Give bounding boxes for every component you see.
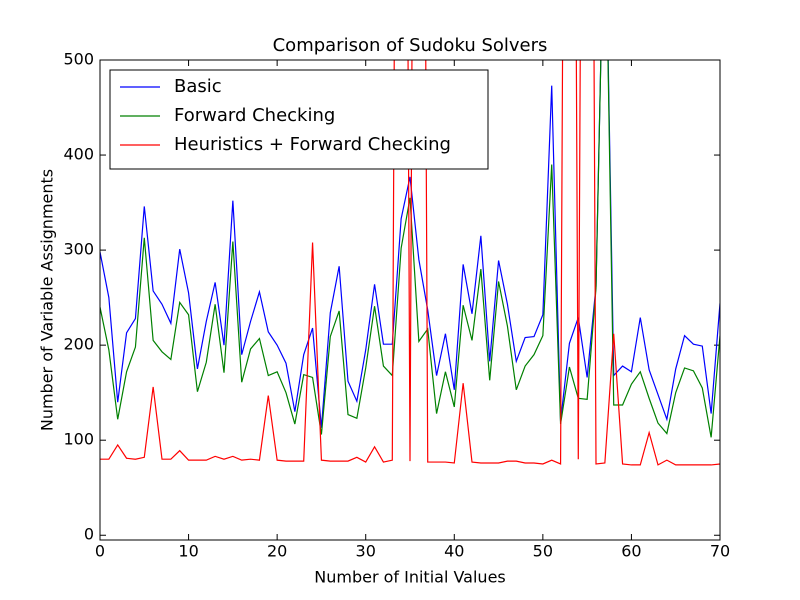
series-line: [100, 60, 720, 466]
y-tick-label: 500: [63, 50, 94, 69]
y-tick-label: 0: [84, 525, 94, 544]
x-axis-label: Number of Initial Values: [314, 568, 506, 587]
x-tick-label: 70: [710, 542, 730, 561]
x-tick-label: 30: [356, 542, 376, 561]
legend-label: Basic: [174, 76, 222, 97]
x-tick-label: 60: [621, 542, 641, 561]
plot-lines: [100, 60, 720, 466]
y-axis-label: Number of Variable Assignments: [38, 169, 57, 431]
y-tick-label: 100: [63, 430, 94, 449]
y-tick-label: 300: [63, 240, 94, 259]
chart-title: Comparison of Sudoku Solvers: [273, 35, 548, 56]
legend-label: Heuristics + Forward Checking: [174, 134, 451, 155]
legend: Basic Forward Checking Heuristics + Forwar…: [109, 69, 489, 170]
x-tick-label: 20: [267, 542, 287, 561]
y-tick-label: 400: [63, 145, 94, 164]
x-tick-label: 50: [533, 542, 553, 561]
plot-frame: [99, 59, 721, 541]
x-tick-label: 40: [444, 542, 464, 561]
legend-label: Forward Checking: [174, 105, 335, 126]
y-tick-label: 200: [63, 335, 94, 354]
x-tick-label: 10: [178, 542, 198, 561]
legend-box: [109, 69, 489, 170]
series-line: [100, 60, 720, 438]
x-tick-label: 0: [95, 542, 105, 561]
